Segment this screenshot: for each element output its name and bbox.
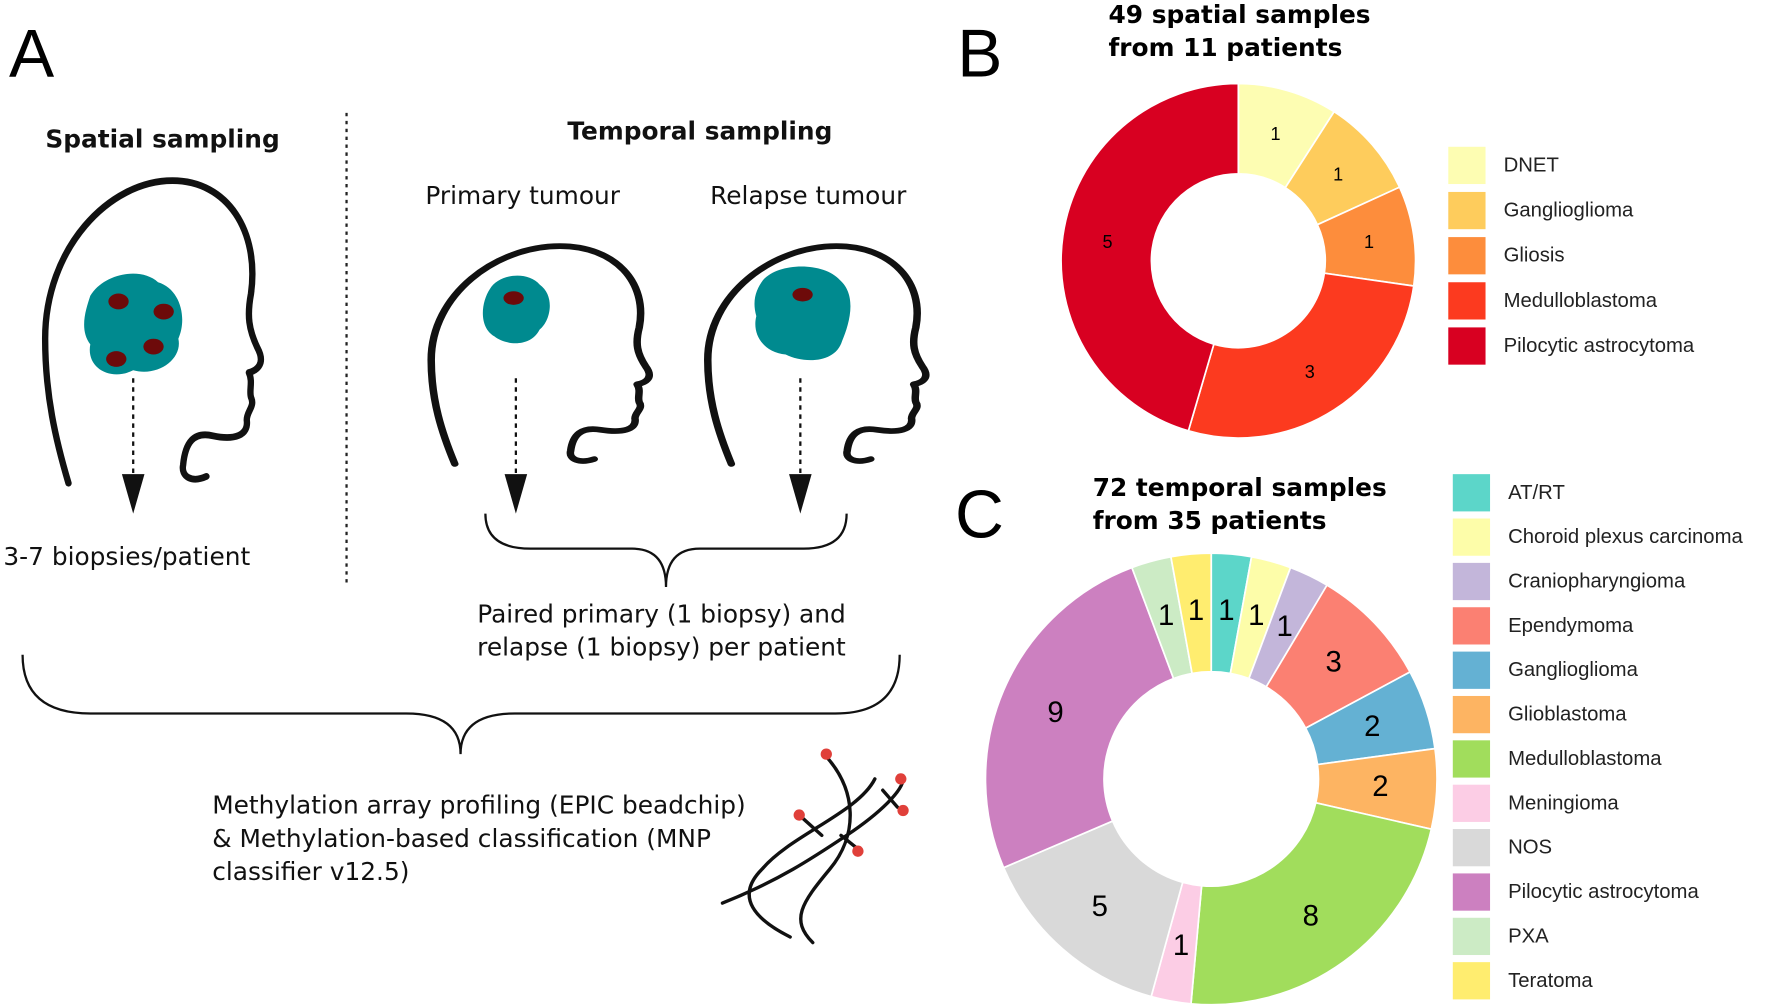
slice [1060,82,1240,432]
section-title: Temporal sampling [567,116,832,145]
slice [1002,819,1184,998]
slice-label: 9 [1047,696,1063,729]
slice-label: 5 [1092,890,1108,923]
legend-label: Gliosis [1504,245,1565,267]
legend-label: DNET [1504,154,1559,176]
slice-label: 1 [1248,599,1264,632]
note: & Methylation-based classification (MNP [212,824,711,853]
legend-swatch [1452,562,1491,601]
legend-label: Meningioma [1508,792,1619,814]
biopsy [108,293,129,310]
legend-label: PXA [1508,925,1549,947]
head-outline [431,246,649,464]
legend-swatch [1448,146,1486,185]
chart-title: from 11 patients [1109,33,1343,62]
legend-swatch [1452,917,1491,956]
legend-swatch [1448,282,1486,320]
biopsy [106,351,127,367]
legend-swatch [1452,873,1491,911]
legend-label: NOS [1508,837,1552,859]
slice-label: 2 [1372,770,1388,803]
brace [484,513,848,588]
dna-icon [720,752,905,945]
legend-swatch [1452,829,1491,867]
section-title: Spatial sampling [45,124,279,153]
tumour [482,275,550,344]
legend-label: Ependymoma [1508,615,1634,637]
legend-swatch [1448,237,1486,275]
legend-label: Craniopharyngioma [1508,571,1686,593]
legend-label: Teratoma [1508,970,1593,992]
slice-label: 1 [1333,164,1343,184]
slice-label: 3 [1305,362,1315,382]
legend-swatch [1452,962,1491,1000]
legend-label: Ganglioglioma [1504,200,1634,222]
biopsy [792,287,813,302]
slice-label: 1 [1218,594,1234,627]
note: Paired primary (1 biopsy) and [477,600,846,629]
slice-label: 1 [1173,929,1189,962]
arrow-head [504,474,528,514]
note: relapse (1 biopsy) per patient [477,632,846,661]
legend-label: Choroid plexus carcinoma [1508,526,1743,548]
arrow-head [121,474,145,514]
arrow-head [789,474,812,514]
chart-title: 72 temporal samples [1093,473,1387,502]
biopsy [143,338,164,355]
chart-title: 49 spatial samples [1109,0,1371,29]
panel-label: A [9,17,55,92]
slice [1187,272,1415,439]
legend-label: Glioblastoma [1508,704,1627,726]
slice [984,566,1175,869]
legend-label: Pilocytic astrocytoma [1508,881,1699,903]
tumour [84,273,183,375]
chart-title: from 35 patients [1093,506,1327,535]
legend-swatch [1452,607,1491,645]
slice-label: 3 [1325,645,1341,678]
legend-swatch [1448,327,1486,365]
note: 3-7 biopsies/patient [3,542,250,571]
biopsy [503,291,524,305]
legend-swatch [1452,651,1491,689]
slice-label: 1 [1158,599,1174,632]
legend-swatch [1448,191,1486,230]
legend-swatch [1452,784,1491,822]
dna-dots [793,748,909,857]
panel-a: Spatial sampling Temporal sampling Prima… [3,112,925,945]
legend-swatch [1452,474,1491,512]
slice [1169,552,1213,675]
slice-label: 1 [1188,594,1204,627]
head-label: Relapse tumour [710,181,907,210]
panel-label: C [955,477,1004,552]
legend-label: Pilocytic astrocytoma [1504,335,1695,357]
legend-swatch [1452,695,1491,734]
slice [1190,801,1433,1006]
slice-label: 1 [1277,610,1293,643]
note: Methylation array profiling (EPIC beadch… [212,790,746,819]
note: classifier v12.5) [212,857,409,886]
slice-label: 5 [1103,232,1113,252]
slice-label: 1 [1364,232,1374,252]
head-label: Primary tumour [425,181,620,210]
brace [21,654,901,755]
legend-label: AT/RT [1508,482,1565,504]
legend-label: Ganglioglioma [1508,659,1638,681]
slice-label: 1 [1271,124,1281,144]
legend-label: Medulloblastoma [1504,290,1658,312]
legend-label: Medulloblastoma [1508,748,1662,770]
slice-label: 2 [1364,710,1380,743]
legend-swatch [1452,518,1491,556]
slice-label: 8 [1303,899,1319,932]
legend-swatch [1452,740,1491,778]
arrows [132,378,802,480]
tumour [754,266,851,361]
biopsy [153,303,174,320]
panel-label: B [957,17,1002,92]
